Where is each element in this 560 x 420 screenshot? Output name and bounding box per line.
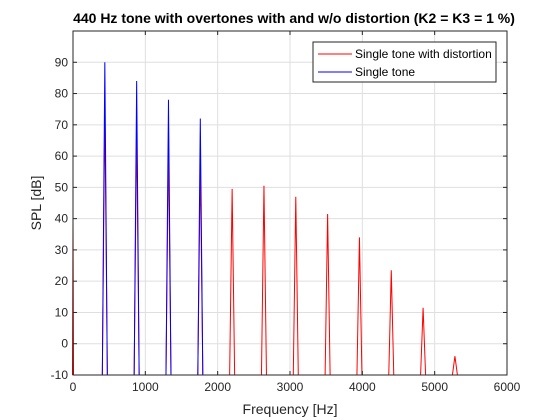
legend-label-distortion: Single tone with distortion [355, 47, 492, 61]
x-tick-label: 2000 [204, 380, 231, 394]
y-tick-label: 60 [55, 149, 69, 163]
legend-box [312, 41, 497, 83]
spectral-peak [324, 213, 331, 376]
y-tick-label: 70 [55, 118, 69, 132]
y-axis-label: SPL [dB] [28, 176, 44, 231]
spectral-peak [451, 356, 458, 376]
y-tick-label: -10 [51, 368, 69, 382]
y-tick-label: 90 [55, 55, 69, 69]
y-tick-label: 0 [61, 337, 68, 351]
spectral-peak [101, 62, 108, 376]
spectral-peak [260, 185, 267, 376]
series-1 [101, 62, 204, 376]
x-tick-label: 1000 [132, 380, 159, 394]
y-tick-label: 40 [55, 212, 69, 226]
grid [73, 31, 507, 375]
legend: Single tone with distortion Single tone [312, 41, 497, 83]
spectral-peak [420, 307, 427, 376]
spectral-peak [356, 237, 363, 376]
ticks: 0 1000 2000 3000 4000 5000 6000-10010203040506… [51, 31, 521, 394]
x-tick-label: 3000 [277, 380, 304, 394]
x-tick-label: 6000 [494, 380, 521, 394]
legend-label-single-tone: Single tone [355, 65, 415, 79]
x-tick-label: 4000 [349, 380, 376, 394]
x-tick-label: 0 [70, 380, 77, 394]
x-tick-label: 5000 [421, 380, 448, 394]
spectral-peak [197, 118, 204, 376]
spectral-peak [229, 188, 236, 376]
chart-title: 440 Hz tone with overtones with and w/o … [73, 10, 515, 26]
spectral-peak [388, 270, 395, 376]
spectral-peak [292, 196, 299, 376]
y-tick-label: 30 [55, 243, 69, 257]
y-tick-label: 80 [55, 87, 69, 101]
y-tick-label: 10 [55, 305, 69, 319]
spectral-peak [165, 99, 172, 376]
x-axis-label: Frequency [Hz] [243, 401, 338, 417]
y-tick-label: 20 [55, 274, 69, 288]
spectral-peak [133, 81, 140, 376]
y-tick-label: 50 [55, 180, 69, 194]
